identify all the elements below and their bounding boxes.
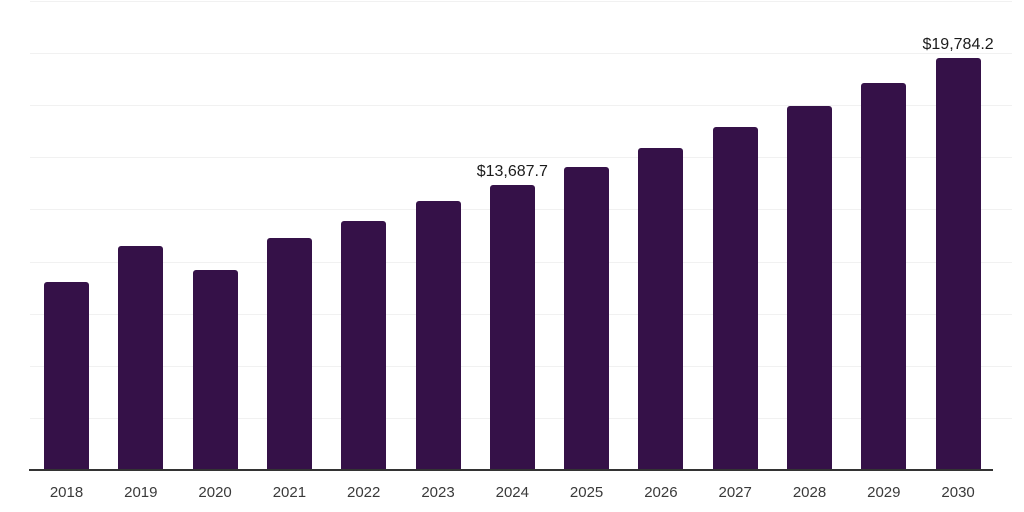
bar-2018	[44, 281, 89, 470]
bar-2024	[489, 184, 535, 470]
bar-2020	[192, 270, 238, 470]
x-tick-label-2023: 2023	[421, 484, 455, 501]
bar-2027	[712, 127, 758, 470]
bar-2023	[415, 201, 461, 470]
x-axis-line	[29, 469, 993, 471]
x-tick-label-2020: 2020	[198, 484, 232, 501]
x-tick-label-2026: 2026	[644, 484, 678, 501]
x-tick-label-2028: 2028	[792, 484, 827, 501]
gridline	[30, 53, 1012, 55]
bar-2029	[861, 82, 907, 470]
x-tick-label-2018: 2018	[49, 484, 84, 501]
bar-2030	[935, 57, 981, 470]
bar-2022	[341, 220, 387, 470]
x-tick-label-2019: 2019	[124, 484, 158, 501]
x-tick-label-2029: 2029	[867, 484, 901, 501]
gridline	[30, 157, 1012, 159]
data-label-2024: $13,687.7	[476, 162, 548, 180]
bar-2021	[266, 237, 312, 470]
x-tick-label-2024: 2024	[495, 484, 529, 501]
x-tick-label-2025: 2025	[569, 484, 604, 501]
bar-2019	[118, 245, 164, 470]
x-tick-label-2030: 2030	[941, 484, 975, 501]
bar-2028	[787, 106, 832, 470]
x-tick-label-2022: 2022	[347, 484, 381, 501]
bar-2026	[638, 147, 684, 470]
x-tick-label-2027: 2027	[718, 484, 752, 501]
data-label-2030: $19,784.2	[922, 35, 994, 53]
gridline	[30, 105, 1012, 107]
gridline	[30, 1, 1012, 2]
bar-2025	[564, 166, 610, 470]
x-tick-label-2021: 2021	[272, 484, 307, 501]
